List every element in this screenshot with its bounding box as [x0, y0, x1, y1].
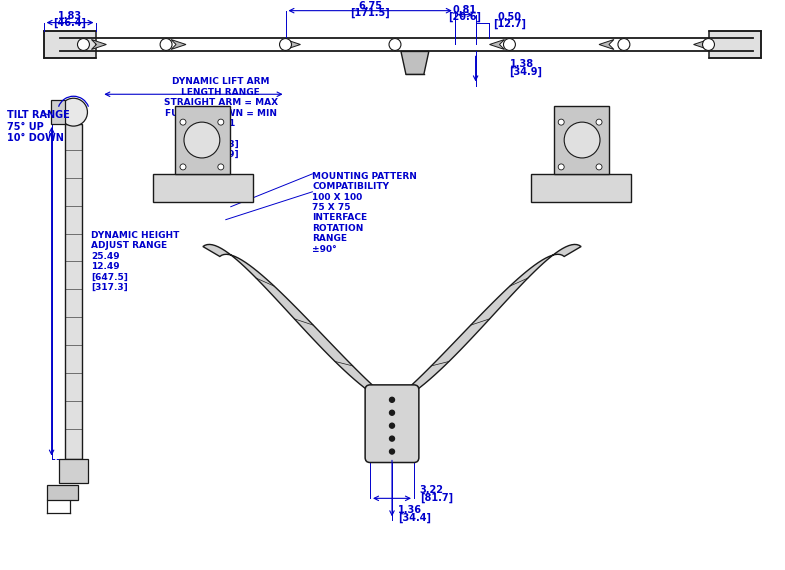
Text: [46.4]: [46.4]	[53, 18, 86, 28]
Circle shape	[596, 164, 602, 170]
Circle shape	[503, 39, 516, 51]
Circle shape	[217, 119, 224, 125]
Polygon shape	[286, 39, 301, 50]
Polygon shape	[91, 39, 106, 50]
Text: 1.36: 1.36	[398, 505, 422, 515]
Polygon shape	[599, 39, 614, 50]
Polygon shape	[694, 39, 709, 50]
Circle shape	[703, 39, 714, 51]
Circle shape	[596, 119, 602, 125]
Circle shape	[618, 39, 630, 51]
Polygon shape	[401, 51, 429, 74]
Circle shape	[389, 410, 395, 415]
Text: 1.38: 1.38	[509, 59, 534, 70]
Polygon shape	[490, 39, 505, 50]
Text: DYNAMIC LIFT ARM
LENGTH RANGE
STRAIGHT ARM = MAX
FULL UP/DOWN = MIN
10.21
7.12
[: DYNAMIC LIFT ARM LENGTH RANGE STRAIGHT A…	[164, 78, 278, 159]
Text: 0.50: 0.50	[498, 11, 521, 22]
Bar	[153, 174, 253, 202]
Circle shape	[564, 122, 600, 158]
Bar	[59, 458, 89, 483]
Bar	[64, 124, 82, 458]
Circle shape	[184, 122, 220, 158]
Circle shape	[389, 436, 395, 441]
Circle shape	[180, 119, 186, 125]
Text: 6.75: 6.75	[358, 1, 382, 11]
Circle shape	[160, 39, 172, 51]
Text: [171.5]: [171.5]	[350, 7, 390, 18]
Circle shape	[279, 39, 291, 51]
Text: 1.83: 1.83	[57, 11, 82, 21]
Circle shape	[558, 119, 564, 125]
Circle shape	[60, 98, 87, 126]
Polygon shape	[203, 245, 387, 398]
Polygon shape	[171, 39, 186, 50]
Text: 0.81: 0.81	[453, 5, 476, 15]
Text: [81.7]: [81.7]	[420, 493, 453, 503]
Circle shape	[180, 164, 186, 170]
Circle shape	[389, 397, 395, 402]
Circle shape	[558, 164, 564, 170]
Polygon shape	[397, 245, 581, 398]
Text: [20.6]: [20.6]	[448, 11, 481, 22]
Circle shape	[78, 39, 89, 51]
Circle shape	[389, 449, 395, 454]
Bar	[531, 174, 631, 202]
Text: [34.4]: [34.4]	[398, 513, 431, 523]
Text: MOUNTING PATTERN
COMPATIBILITY
100 X 100
75 X 75
INTERFACE
ROTATION
RANGE
±90°: MOUNTING PATTERN COMPATIBILITY 100 X 100…	[312, 172, 418, 254]
Bar	[46, 486, 78, 500]
Text: DYNAMIC HEIGHT
ADJUST RANGE
25.49
12.49
[647.5]
[317.3]: DYNAMIC HEIGHT ADJUST RANGE 25.49 12.49 …	[91, 231, 180, 292]
Circle shape	[389, 423, 395, 428]
Circle shape	[389, 39, 401, 51]
Bar	[50, 100, 64, 124]
Text: [34.9]: [34.9]	[509, 67, 542, 78]
FancyBboxPatch shape	[44, 31, 97, 59]
Text: TILT RANGE
75° UP
10° DOWN: TILT RANGE 75° UP 10° DOWN	[7, 110, 70, 144]
Circle shape	[217, 164, 224, 170]
Bar	[554, 106, 609, 174]
Text: [12.7]: [12.7]	[493, 18, 526, 29]
FancyBboxPatch shape	[709, 31, 761, 59]
FancyBboxPatch shape	[365, 385, 419, 462]
Bar	[175, 106, 230, 174]
Text: 3.22: 3.22	[420, 486, 444, 495]
